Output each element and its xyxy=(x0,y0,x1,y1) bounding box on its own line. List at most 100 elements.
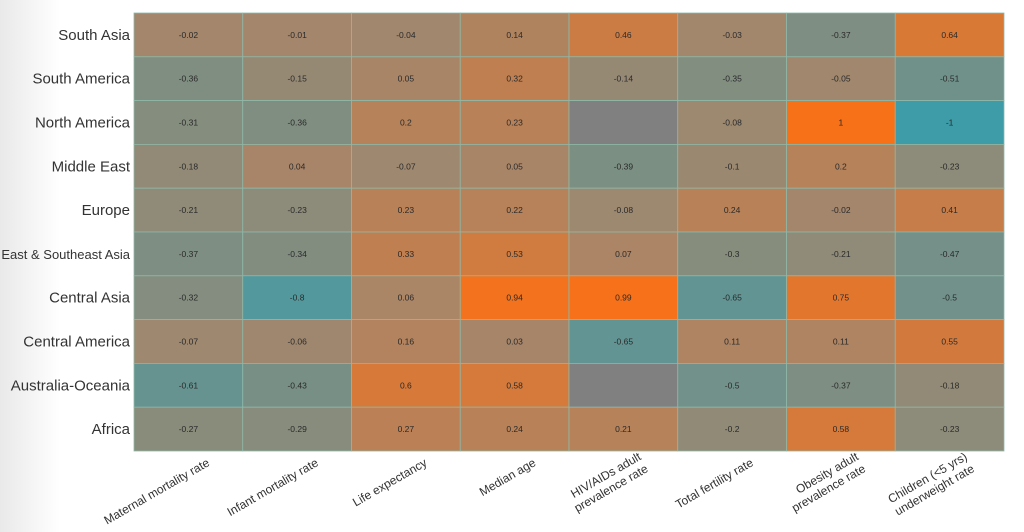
row-label: Central America xyxy=(23,334,130,351)
cell-value-label: -0.04 xyxy=(396,30,416,40)
heatmap-cell xyxy=(677,406,787,452)
cell-value-label: 0.64 xyxy=(941,30,958,40)
heatmap-cell xyxy=(459,362,570,408)
cell-value-label: 0.75 xyxy=(833,293,850,303)
heatmap-cell xyxy=(459,56,570,101)
heatmap-cell xyxy=(133,12,244,58)
heatmap-cell xyxy=(786,100,896,145)
cell-value-label: -0.08 xyxy=(614,205,634,215)
heatmap-cell xyxy=(894,275,1005,320)
heatmap-cell xyxy=(351,362,461,408)
cell-value-label: -0.06 xyxy=(287,337,307,347)
row-label: Middle East xyxy=(52,158,131,175)
cell-value-label: -0.18 xyxy=(179,161,199,171)
heatmap-cell xyxy=(568,143,679,189)
cell-value-label: -0.39 xyxy=(614,161,634,171)
cell-value-label: 0.23 xyxy=(506,118,523,128)
cell-value-label: -0.27 xyxy=(179,424,199,434)
heatmap-cell xyxy=(351,231,461,277)
heatmap-cell xyxy=(568,56,679,101)
cell-value-label: -0.02 xyxy=(179,30,199,40)
cell-value-label: -0.3 xyxy=(725,249,740,259)
heatmap-cell xyxy=(677,275,787,320)
cell-value-label: -0.8 xyxy=(290,293,305,303)
heatmap-cell xyxy=(242,12,352,58)
heatmap-cell xyxy=(894,231,1005,277)
heatmap-cell xyxy=(894,100,1005,145)
cell-value-label: 0.24 xyxy=(506,424,523,434)
heatmap-cell xyxy=(351,406,461,452)
cell-value-label: 0.11 xyxy=(833,337,849,347)
column-label-line: Median age xyxy=(477,455,539,499)
cell-value-label: -0.15 xyxy=(287,74,307,84)
cell-value-label: -0.5 xyxy=(725,380,740,390)
row-label: East & Southeast Asia xyxy=(1,247,130,262)
cell-value-label: 0.06 xyxy=(398,293,415,303)
cell-value-label: -0.37 xyxy=(831,30,851,40)
heatmap-cell xyxy=(242,275,352,320)
cell-value-label: -0.36 xyxy=(179,74,199,84)
heatmap-cell xyxy=(786,231,896,277)
cell-value-label: 0.6 xyxy=(400,380,412,390)
cell-value-label: -0.07 xyxy=(179,337,199,347)
cell-value-label: 0.99 xyxy=(615,293,632,303)
heatmap-cell xyxy=(677,143,787,189)
cell-value-label: -0.31 xyxy=(179,118,199,128)
cell-value-label: 0.04 xyxy=(289,161,306,171)
cell-value-label: -0.36 xyxy=(287,118,307,128)
cell-value-label: -0.65 xyxy=(722,293,742,303)
cell-value-label: -0.37 xyxy=(179,249,199,259)
cell-value-label: -0.61 xyxy=(179,380,199,390)
cell-value-label: 0.16 xyxy=(398,337,415,347)
cell-value-label: -0.23 xyxy=(940,424,960,434)
heatmap-cell xyxy=(568,100,679,145)
cell-value-label: 0.46 xyxy=(615,30,632,40)
column-label-line: Life expectancy xyxy=(350,455,429,509)
row-label: Central Asia xyxy=(49,290,131,307)
cell-value-label: 0.32 xyxy=(506,74,523,84)
heatmap-cell xyxy=(786,362,896,408)
cell-value-label: -0.34 xyxy=(287,249,307,259)
heatmap-cell xyxy=(894,187,1005,233)
cell-value-label: 0.2 xyxy=(400,118,412,128)
cell-value-label: -0.01 xyxy=(287,30,307,40)
cell-value-label: -0.35 xyxy=(722,74,742,84)
heatmap-cell xyxy=(677,12,787,58)
heatmap-cell xyxy=(677,362,787,408)
cell-value-label: -0.23 xyxy=(940,161,960,171)
column-label: HIV/AIDs adultprevalence rate xyxy=(565,449,651,515)
heatmap-cell xyxy=(242,406,352,452)
cell-value-label: 0.11 xyxy=(724,337,740,347)
cell-value-label: -0.02 xyxy=(831,205,851,215)
cell-value-label: 0.03 xyxy=(506,337,523,347)
heatmap-cell xyxy=(133,362,244,408)
heatmap-cell xyxy=(568,12,679,58)
cell-value-label: -0.18 xyxy=(940,380,960,390)
row-label: Europe xyxy=(82,202,130,219)
heatmap-cell xyxy=(677,100,787,145)
cell-value-label: 0.07 xyxy=(615,249,632,259)
row-label: Africa xyxy=(92,421,131,438)
heatmap-cell xyxy=(133,100,244,145)
cell-value-label: 0.58 xyxy=(506,380,523,390)
heatmap-cell xyxy=(677,187,787,233)
row-labels: South Asia South America North America Midd… xyxy=(1,27,130,438)
cell-value-label: -0.29 xyxy=(287,424,307,434)
heatmap-cell xyxy=(459,187,570,233)
heatmap-cell xyxy=(351,100,461,145)
cell-value-label: 0.05 xyxy=(506,161,523,171)
cell-value-label: -1 xyxy=(946,118,954,128)
cell-value-label: -0.07 xyxy=(396,161,416,171)
cell-value-label: 0.94 xyxy=(506,293,523,303)
heatmap-cell xyxy=(459,231,570,277)
cell-value-label: -0.5 xyxy=(942,293,957,303)
heatmap-cell xyxy=(459,406,570,452)
heatmap-cell xyxy=(786,275,896,320)
heatmap-cell xyxy=(894,362,1005,408)
column-label: Maternal mortality rate xyxy=(101,455,212,527)
row-label: South America xyxy=(32,71,130,88)
heatmap-cell xyxy=(894,12,1005,58)
cell-value-label: -0.51 xyxy=(940,74,960,84)
row-label: North America xyxy=(35,115,131,132)
